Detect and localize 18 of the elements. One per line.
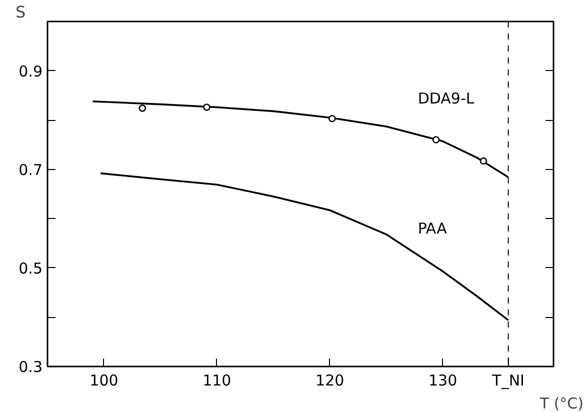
series-label: DDA9-L: [418, 89, 475, 108]
x-tick-label: 120: [316, 372, 344, 390]
y-tick-label: 0.7: [18, 160, 43, 179]
point: [432, 136, 440, 144]
x-tick-label: 100: [90, 372, 118, 390]
point: [328, 114, 336, 122]
ref-line-label: T_NI: [491, 372, 524, 390]
x-axis-title: T (°C): [538, 394, 584, 412]
x-tick-label: 110: [202, 372, 232, 390]
y-tick-label: 0.9: [18, 62, 43, 80]
y-tick-label: 0.5: [18, 259, 43, 278]
point: [138, 104, 146, 112]
point: [203, 104, 210, 111]
series-label: PAA: [418, 219, 448, 238]
y-axis-title: S: [16, 2, 26, 22]
point: [480, 157, 488, 165]
y-tick-label: 0.3: [18, 358, 43, 376]
x-tick-label: 130: [428, 372, 458, 390]
